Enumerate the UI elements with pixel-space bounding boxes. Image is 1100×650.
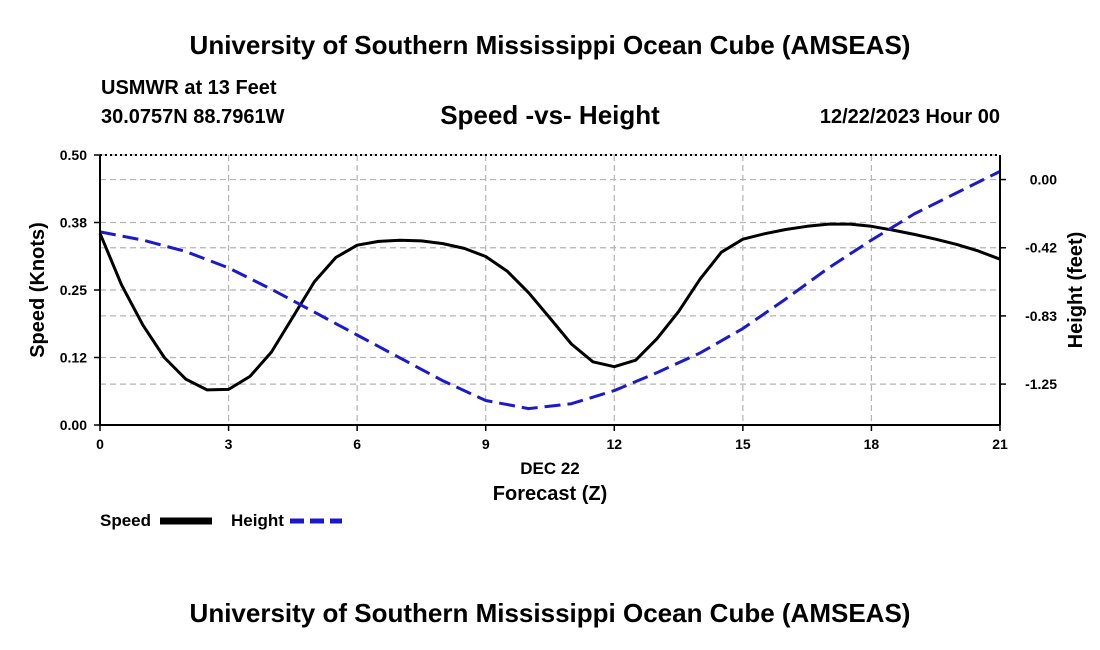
y2-tick-label: -0.83 [1025,308,1057,324]
station-coordinates: 30.0757N 88.7961W [101,106,285,128]
y-tick-label: 0.38 [60,215,87,231]
main-title: University of Southern Mississippi Ocean… [189,30,911,60]
x-tick-label: 12 [606,436,622,452]
station-label: USMWR at 13 Feet [101,77,277,99]
legend-speed-label: Speed [100,511,151,530]
forecast-datetime: 12/22/2023 Hour 00 [819,106,1000,128]
y2-tick-label: 0.00 [1030,172,1057,188]
x-tick-label: 0 [96,436,104,452]
axis-ticks: 0 3 6 9 12 15 18 21 0.00 0.12 0.25 0.38 0.50 0.00 -0.4… [60,147,1057,452]
y2-tick-label: -1.25 [1025,376,1057,392]
x-tick-label: 9 [482,436,490,452]
y-axis-label: Speed (Knots) [27,222,49,358]
height-series-line [99,170,1001,411]
x-tick-label: 18 [864,436,880,452]
x-tick-label: 15 [735,436,751,452]
footer-title: University of Southern Mississippi Ocean… [189,598,911,628]
x-axis-label: Forecast (Z) [493,483,607,505]
y-tick-label: 0.25 [60,282,87,298]
speed-series-line [98,222,1001,392]
grid [100,154,1000,425]
x-tick-label: 3 [225,436,233,452]
y-tick-label: 0.12 [60,350,87,366]
y-tick-label: 0.50 [60,147,87,163]
y-tick-label: 0.00 [60,417,87,433]
speed-height-chart: 0 3 6 9 12 15 18 21 0.00 0.12 0.25 0.38 0.50 0.00 -0.4… [27,147,1087,505]
x-tick-label: 21 [992,436,1008,452]
y2-tick-label: -0.42 [1025,240,1057,256]
x-tick-label: 6 [353,436,361,452]
legend: Speed Height [100,509,360,538]
x-sublabel: DEC 22 [520,459,580,478]
y2-axis-label: Height (feet) [1065,232,1087,349]
legend-height-label: Height [231,511,284,530]
chart-title: Speed -vs- Height [440,100,660,130]
series-layer [98,170,1001,411]
